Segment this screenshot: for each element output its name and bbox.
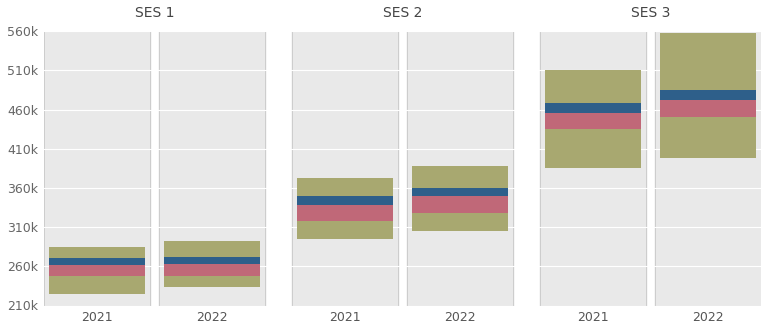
- Bar: [158, 31, 265, 306]
- Bar: [44, 31, 150, 306]
- Bar: [545, 114, 641, 129]
- Bar: [540, 31, 646, 306]
- Bar: [660, 33, 756, 90]
- Bar: [545, 103, 641, 114]
- Bar: [660, 118, 756, 158]
- Bar: [412, 196, 508, 213]
- Bar: [49, 247, 144, 259]
- Bar: [654, 31, 761, 306]
- Bar: [297, 178, 392, 196]
- Text: SES 2: SES 2: [382, 6, 422, 20]
- Bar: [164, 276, 260, 287]
- Bar: [292, 31, 398, 306]
- Bar: [158, 31, 265, 306]
- Bar: [406, 31, 513, 306]
- Bar: [540, 31, 646, 306]
- Bar: [412, 213, 508, 231]
- Bar: [297, 196, 392, 205]
- Bar: [44, 31, 150, 306]
- Bar: [406, 31, 513, 306]
- Bar: [654, 31, 761, 306]
- Bar: [49, 265, 144, 276]
- Bar: [49, 259, 144, 265]
- Text: SES 3: SES 3: [631, 6, 670, 20]
- Bar: [164, 264, 260, 276]
- Bar: [545, 129, 641, 168]
- Bar: [164, 241, 260, 257]
- Bar: [660, 100, 756, 118]
- Bar: [49, 276, 144, 294]
- Bar: [292, 31, 398, 306]
- Bar: [297, 205, 392, 221]
- Bar: [412, 188, 508, 196]
- Bar: [545, 70, 641, 103]
- Text: SES 1: SES 1: [134, 6, 174, 20]
- Bar: [660, 90, 756, 100]
- Bar: [412, 166, 508, 188]
- Bar: [164, 257, 260, 264]
- Bar: [297, 221, 392, 239]
